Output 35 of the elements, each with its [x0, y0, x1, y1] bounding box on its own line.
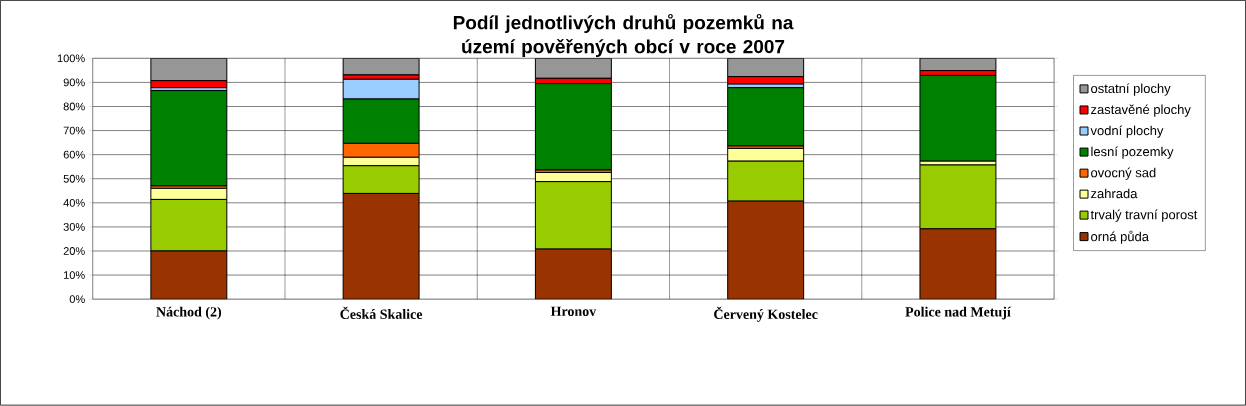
x-tick-label: Česká Skalice	[340, 306, 423, 320]
bar	[342, 193, 420, 300]
legend-label: zahrada	[1091, 188, 1138, 199]
y-tick-label: 50%	[63, 175, 85, 183]
bar	[727, 87, 805, 147]
bar	[727, 58, 805, 78]
chart-title: Podíl jednotlivých druhů pozemků na území pověřených obcí v roce 2007	[453, 14, 794, 58]
legend-label: orná půda	[1091, 230, 1149, 245]
y-tick-label: 100%	[57, 54, 85, 63]
legend-label: ostatní plochy	[1091, 83, 1171, 96]
legend-label: trvalý travní porost	[1090, 209, 1198, 223]
y-tick-label: 60%	[63, 151, 85, 159]
bar	[919, 228, 997, 300]
y-tick-label: 70%	[63, 126, 85, 135]
x-tick-label: Hronov	[550, 306, 597, 317]
x-tick-label: Náchod (2)	[156, 306, 222, 320]
bar	[534, 248, 612, 300]
y-tick-label: 0%	[69, 295, 85, 304]
bar	[534, 58, 612, 80]
x-tick-label: Červený Kostelec	[714, 306, 818, 323]
legend-label: lesní pozemky	[1091, 146, 1174, 160]
legend-label: ovocný sad	[1091, 167, 1156, 181]
y-tick-label: 90%	[63, 78, 85, 87]
x-tick-label: Police nad Metují	[905, 306, 1011, 320]
y-tick-label: 20%	[63, 247, 85, 256]
bar	[727, 200, 805, 300]
bar	[150, 250, 228, 300]
y-tick-label: 40%	[63, 199, 85, 207]
bar	[150, 58, 228, 82]
y-tick-label: 30%	[63, 223, 85, 232]
legend-label: zastavěné plochy	[1091, 104, 1191, 117]
y-tick-label: 10%	[64, 271, 85, 280]
y-tick-label: 80%	[63, 102, 85, 111]
bar	[150, 90, 228, 187]
legend-label: vodní plochy	[1090, 125, 1164, 138]
